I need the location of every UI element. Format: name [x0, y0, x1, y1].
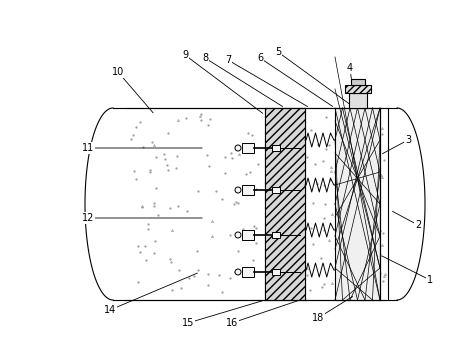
Circle shape	[235, 269, 241, 275]
Text: 5: 5	[275, 47, 281, 57]
Text: 9: 9	[182, 50, 188, 60]
Text: 3: 3	[405, 135, 411, 145]
Bar	[242, 185, 254, 195]
Bar	[335, 108, 380, 300]
Text: 8: 8	[202, 53, 208, 63]
Text: 7: 7	[225, 55, 231, 65]
Bar	[351, 79, 365, 85]
Circle shape	[235, 187, 241, 193]
Text: 14: 14	[104, 305, 116, 315]
Bar	[272, 187, 280, 193]
Bar	[272, 145, 280, 151]
Bar	[272, 232, 280, 238]
Bar	[265, 108, 305, 300]
Text: 18: 18	[312, 313, 324, 323]
Bar	[349, 93, 366, 108]
Text: 10: 10	[112, 67, 124, 77]
Text: 16: 16	[226, 318, 238, 328]
Bar	[242, 143, 254, 153]
Bar	[272, 269, 280, 275]
Circle shape	[235, 145, 241, 151]
Bar	[242, 267, 254, 277]
Text: 4: 4	[347, 63, 353, 73]
Text: 6: 6	[257, 53, 263, 63]
Bar	[242, 230, 254, 240]
Text: 1: 1	[427, 275, 433, 285]
Text: 15: 15	[182, 318, 194, 328]
Circle shape	[235, 232, 241, 238]
Text: 11: 11	[82, 143, 94, 153]
Bar	[344, 85, 371, 93]
Text: 12: 12	[82, 213, 94, 223]
Text: 2: 2	[415, 220, 421, 230]
